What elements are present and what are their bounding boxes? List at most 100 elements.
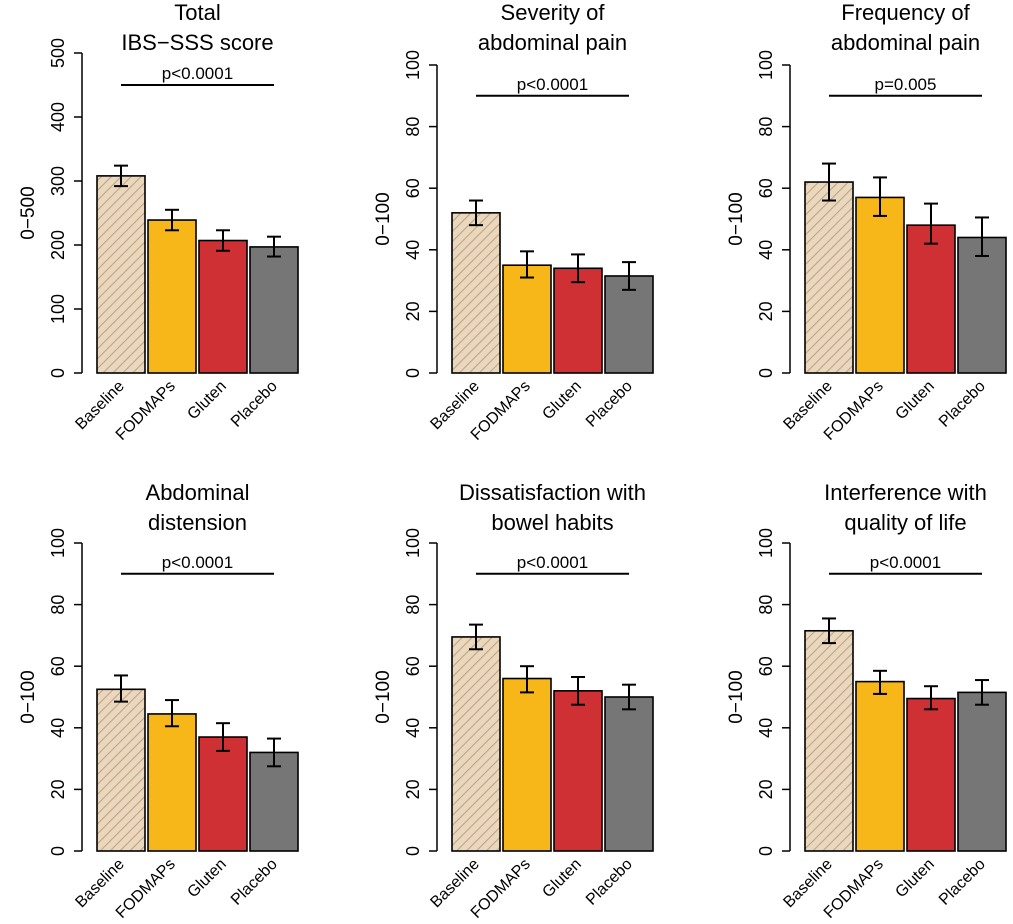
y-tick-label: 40 bbox=[756, 718, 776, 738]
y-axis-label: 0−100 bbox=[373, 670, 394, 723]
chart-title-line: Total bbox=[174, 0, 220, 25]
chart-title-line: Severity of bbox=[501, 0, 606, 25]
bar-placebo bbox=[957, 691, 1007, 852]
x-tick-label: Gluten bbox=[184, 856, 229, 901]
p-value-label: p<0.0001 bbox=[870, 553, 941, 572]
chart-panel-2: Severity of abdominal pain 0 20 40 60 80 100 0−1… bbox=[373, 0, 654, 444]
chart-title-line: quality of life bbox=[844, 510, 966, 535]
bar-placebo bbox=[249, 246, 299, 374]
x-tick-label: Placebo bbox=[228, 856, 281, 909]
y-axis-label: 0−100 bbox=[373, 192, 394, 245]
bar-baseline bbox=[804, 181, 854, 374]
y-tick-label: 100 bbox=[48, 528, 68, 558]
bar-fodmaps bbox=[855, 196, 905, 374]
chart-title-line: Interference with bbox=[824, 480, 987, 505]
bar-gluten bbox=[553, 267, 603, 374]
bar-placebo bbox=[604, 696, 654, 852]
y-tick-label: 100 bbox=[403, 528, 423, 558]
x-tick-label: Placebo bbox=[583, 856, 636, 909]
bar-fodmaps bbox=[502, 677, 552, 852]
x-tick-label: Gluten bbox=[539, 378, 584, 423]
y-tick-label: 60 bbox=[756, 656, 776, 676]
y-tick-label: 100 bbox=[756, 528, 776, 558]
bar-baseline bbox=[804, 629, 854, 852]
bar-fodmaps bbox=[147, 219, 197, 374]
p-value-label: p<0.0001 bbox=[517, 553, 588, 572]
y-tick-label: 0 bbox=[756, 846, 776, 856]
y-axis-label: 0−500 bbox=[18, 186, 39, 239]
y-tick-label: 100 bbox=[756, 50, 776, 80]
y-tick-label: 80 bbox=[756, 595, 776, 615]
y-tick-label: 60 bbox=[403, 656, 423, 676]
p-value-label: p<0.0001 bbox=[162, 64, 233, 83]
y-tick-label: 300 bbox=[48, 166, 68, 196]
chart-panel-3: Frequency of abdominal pain 0 20 40 60 80 100 0−… bbox=[726, 0, 1007, 444]
p-value-label: p<0.0001 bbox=[517, 75, 588, 94]
bar-gluten bbox=[906, 697, 956, 852]
bar-fodmaps bbox=[502, 264, 552, 374]
x-tick-label: Placebo bbox=[583, 378, 636, 431]
y-tick-label: 500 bbox=[48, 38, 68, 68]
bar-fodmaps bbox=[855, 680, 905, 852]
y-tick-label: 40 bbox=[48, 718, 68, 738]
x-tick-label: Gluten bbox=[539, 856, 584, 901]
chart-title-line: abdominal pain bbox=[831, 30, 980, 55]
y-tick-label: 80 bbox=[48, 595, 68, 615]
bar-placebo bbox=[604, 275, 654, 374]
y-tick-label: 40 bbox=[403, 240, 423, 260]
bar-placebo bbox=[957, 236, 1007, 374]
chart-title-line: abdominal pain bbox=[478, 30, 627, 55]
x-tick-label: Gluten bbox=[892, 378, 937, 423]
y-axis-label: 0−100 bbox=[726, 670, 747, 723]
y-tick-label: 40 bbox=[403, 718, 423, 738]
y-tick-label: 80 bbox=[756, 117, 776, 137]
y-tick-label: 100 bbox=[48, 294, 68, 324]
bar-fodmaps bbox=[147, 713, 197, 852]
bar-gluten bbox=[198, 239, 248, 374]
y-tick-label: 20 bbox=[756, 301, 776, 321]
y-tick-label: 80 bbox=[403, 117, 423, 137]
y-tick-label: 0 bbox=[403, 846, 423, 856]
bar-baseline bbox=[96, 175, 146, 374]
p-value-label: p=0.005 bbox=[875, 75, 937, 94]
chart-panel-4: Abdominaldistension0204060801000−100Base… bbox=[18, 480, 299, 922]
y-tick-label: 80 bbox=[403, 595, 423, 615]
chart-title-line: Abdominal bbox=[146, 480, 250, 505]
y-tick-label: 20 bbox=[403, 779, 423, 799]
x-tick-label: Placebo bbox=[936, 378, 989, 431]
y-tick-label: 20 bbox=[403, 301, 423, 321]
bar-gluten bbox=[906, 224, 956, 374]
chart-title-line: bowel habits bbox=[491, 510, 613, 535]
y-tick-label: 40 bbox=[756, 240, 776, 260]
bar-baseline bbox=[451, 212, 501, 374]
y-axis-label: 0−100 bbox=[726, 192, 747, 245]
y-tick-label: 20 bbox=[756, 779, 776, 799]
chart-title-line: IBS−SSS score bbox=[121, 30, 273, 55]
y-tick-label: 0 bbox=[48, 368, 68, 378]
x-tick-label: Placebo bbox=[228, 378, 281, 431]
y-tick-label: 20 bbox=[48, 779, 68, 799]
chart-title-line: distension bbox=[148, 510, 247, 535]
y-axis-label: 0−100 bbox=[18, 670, 39, 723]
y-tick-label: 100 bbox=[403, 50, 423, 80]
y-tick-label: 0 bbox=[756, 368, 776, 378]
x-tick-label: Gluten bbox=[892, 856, 937, 901]
chart-panel-6: Interference with quality of life 0 20 40 60 8… bbox=[726, 480, 1007, 922]
y-tick-label: 60 bbox=[403, 178, 423, 198]
bar-baseline bbox=[96, 688, 146, 852]
y-tick-label: 60 bbox=[48, 656, 68, 676]
bar-gluten bbox=[553, 690, 603, 852]
y-tick-label: 200 bbox=[48, 230, 68, 260]
x-tick-label: Placebo bbox=[936, 856, 989, 909]
y-tick-label: 0 bbox=[403, 368, 423, 378]
chart-panel-5: Dissatisfaction with bowel habits 0 20 40 60 8… bbox=[373, 480, 654, 922]
y-tick-label: 60 bbox=[756, 178, 776, 198]
bar-gluten bbox=[198, 736, 248, 852]
chart-title-line: Frequency of bbox=[841, 0, 970, 25]
y-tick-label: 400 bbox=[48, 102, 68, 132]
y-tick-label: 0 bbox=[48, 846, 68, 856]
bar-baseline bbox=[451, 636, 501, 852]
p-value-label: p<0.0001 bbox=[162, 553, 233, 572]
